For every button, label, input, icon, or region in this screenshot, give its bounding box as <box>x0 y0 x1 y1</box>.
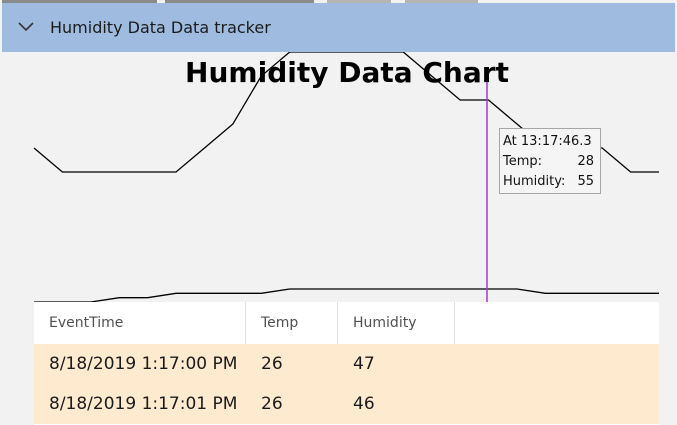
cell-temp: 26 <box>261 394 283 414</box>
tab-3[interactable] <box>327 0 391 3</box>
column-divider[interactable] <box>454 302 455 344</box>
tab-4[interactable] <box>405 0 478 3</box>
tooltip-temp-label: Temp: <box>503 154 543 169</box>
cell-eventtime: 8/18/2019 1:17:00 PM <box>49 354 238 374</box>
cell-temp: 26 <box>261 354 283 374</box>
grid-header: EventTime Temp Humidity <box>34 302 659 344</box>
tracker-title: Humidity Data Data tracker <box>50 18 271 37</box>
tab-2[interactable] <box>165 0 314 3</box>
tab-1[interactable] <box>2 0 157 3</box>
cell-humidity: 46 <box>353 394 375 414</box>
tracker-header[interactable]: Humidity Data Data tracker <box>2 3 675 52</box>
series-line-2 <box>34 288 659 302</box>
column-header-temp[interactable]: Temp <box>261 315 299 331</box>
cell-eventtime: 8/18/2019 1:17:01 PM <box>49 394 238 414</box>
column-divider[interactable] <box>337 302 338 344</box>
tooltip-temp-value: 28 <box>577 154 594 169</box>
tooltip-humidity-label: Humidity: <box>503 174 566 189</box>
chart-title: Humidity Data Chart <box>185 56 509 89</box>
column-divider[interactable] <box>245 302 246 344</box>
chart-tooltip: At 13:17:46.3 Temp: 28 Humidity: 55 <box>499 128 601 194</box>
cell-humidity: 47 <box>353 354 375 374</box>
table-row[interactable]: 8/18/2019 1:17:01 PM 26 46 <box>34 384 659 424</box>
column-header-eventtime[interactable]: EventTime <box>49 315 124 331</box>
table-row[interactable]: 8/18/2019 1:17:00 PM 26 47 <box>34 344 659 384</box>
tooltip-time: At 13:17:46.3 <box>503 134 592 149</box>
top-tab-strip <box>0 0 677 3</box>
tooltip-humidity-value: 55 <box>577 174 594 189</box>
chevron-down-icon[interactable] <box>16 20 36 34</box>
column-header-humidity[interactable]: Humidity <box>353 315 417 331</box>
data-grid[interactable]: EventTime Temp Humidity 8/18/2019 1:17:0… <box>34 302 659 425</box>
